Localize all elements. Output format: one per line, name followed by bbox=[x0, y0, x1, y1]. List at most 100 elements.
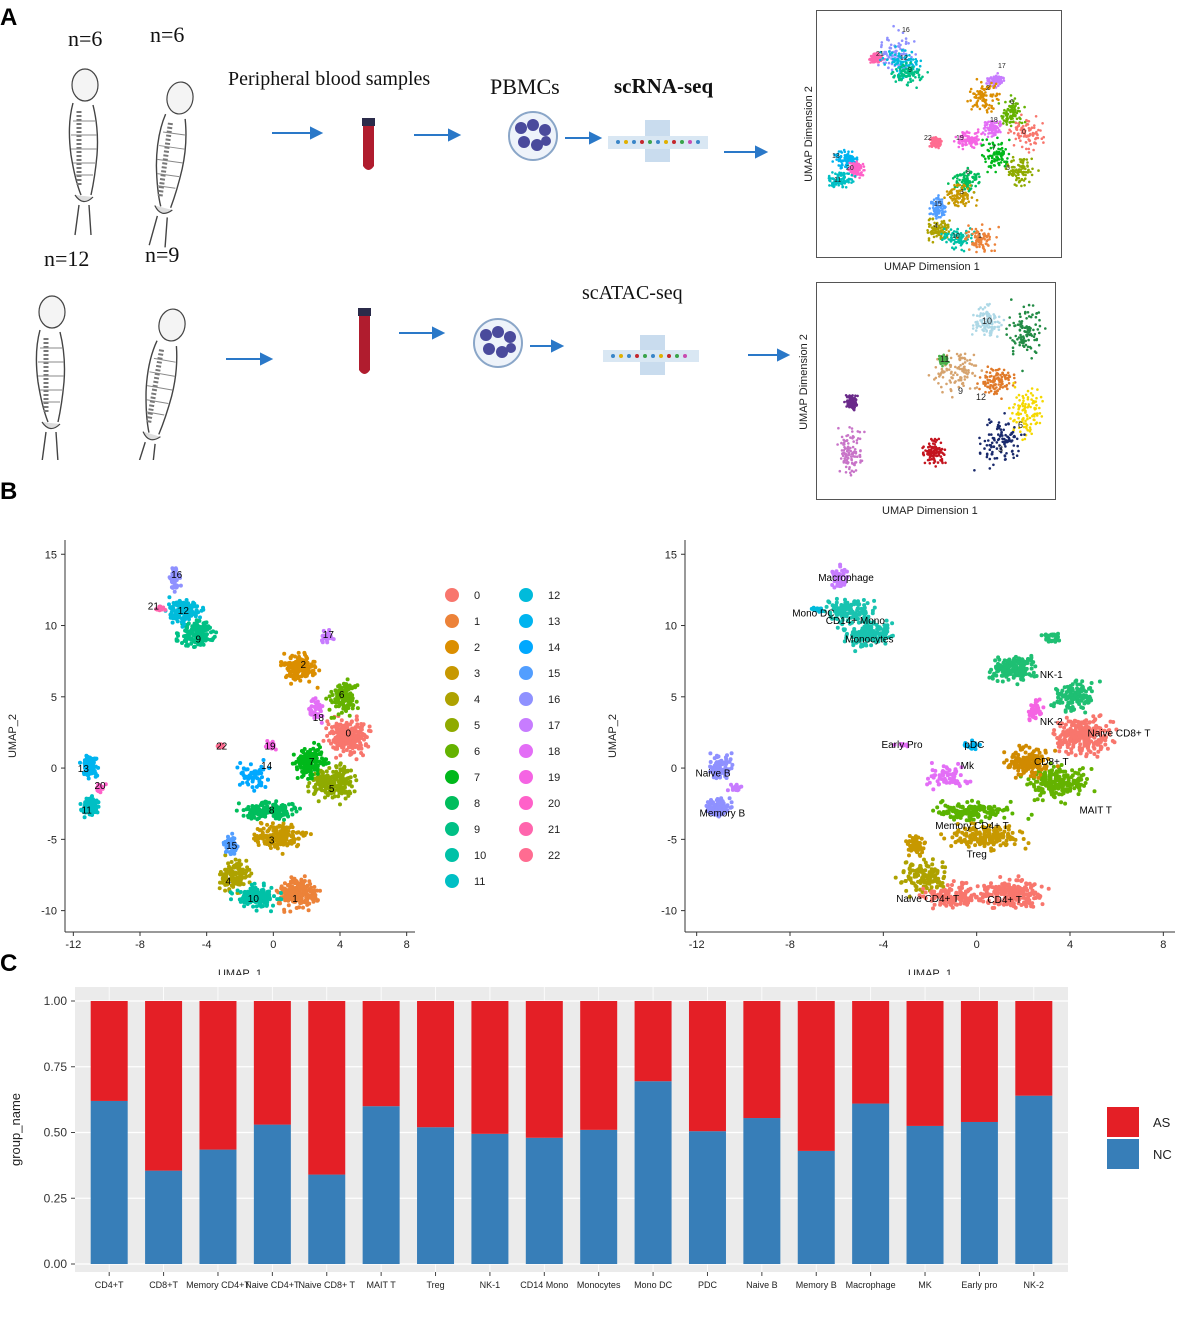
mini-umap-atac-point bbox=[990, 374, 993, 378]
mini-umap-rna-point bbox=[876, 58, 879, 61]
mini-umap-rna-point bbox=[976, 90, 979, 93]
mini-umap-atac-point bbox=[991, 329, 994, 332]
umap-left-point bbox=[218, 870, 223, 874]
mini-umap-atac-point bbox=[970, 363, 974, 366]
mini-umap-rna-point bbox=[1024, 167, 1027, 171]
umap-left-point bbox=[209, 630, 213, 635]
umap-left-xlabel: UMAP_1 bbox=[218, 968, 262, 975]
mini-umap-atac-point bbox=[947, 360, 950, 364]
mini-umap-atac-point bbox=[1028, 416, 1032, 420]
umap-left-point bbox=[252, 815, 257, 820]
mini-umap-atac-point bbox=[978, 314, 982, 318]
umap-left-point bbox=[354, 717, 359, 722]
mini-umap-rna-point bbox=[900, 39, 904, 42]
mini-umap-rna-label: 12 bbox=[900, 55, 908, 62]
mini-umap-rna-point bbox=[976, 239, 979, 242]
umap-left-point bbox=[346, 693, 351, 698]
mini-umap-rna-point bbox=[958, 189, 962, 193]
mini-umap-atac-point bbox=[954, 365, 957, 369]
mini-umap-rna-point bbox=[997, 225, 1000, 229]
mini-umap-rna-point bbox=[1027, 151, 1031, 154]
mini-umap-rna-point bbox=[856, 167, 859, 171]
mini-umap-atac-point bbox=[849, 436, 852, 439]
mini-umap-atac-point bbox=[996, 372, 1000, 376]
umap-left-point bbox=[277, 806, 282, 810]
mini-umap-rna-point bbox=[999, 130, 1002, 134]
umap-left-point bbox=[291, 752, 296, 757]
mini-umap-atac-point bbox=[993, 320, 997, 324]
n-label-row1-1: n=6 bbox=[68, 26, 103, 51]
umap-left-point bbox=[295, 776, 300, 780]
mini-umap-rna-point bbox=[894, 63, 897, 66]
mini-umap-atac-point bbox=[1030, 334, 1034, 337]
mini-umap-rna-point bbox=[1030, 173, 1034, 177]
mini-umap-atac-point bbox=[1022, 396, 1025, 400]
umap-left-point bbox=[237, 882, 242, 887]
mini-umap-rna-point bbox=[855, 160, 858, 163]
mini-umap-rna-point bbox=[976, 138, 980, 142]
mini-umap-rna-point bbox=[985, 94, 988, 97]
mini-umap-rna-point bbox=[995, 130, 998, 133]
umap-left-point bbox=[223, 853, 228, 858]
mini-umap-rna-point bbox=[994, 94, 997, 98]
mini-umap-atac-point bbox=[843, 445, 846, 449]
mini-umap-atac-point bbox=[995, 447, 999, 450]
mini-umap-atac-point bbox=[1018, 404, 1022, 408]
umap-left-point bbox=[302, 758, 307, 763]
mini-umap-rna-point bbox=[941, 209, 944, 212]
mini-umap-atac-point bbox=[1029, 428, 1032, 431]
mini-umap-atac-point bbox=[973, 374, 977, 378]
mini-umap-atac-point bbox=[1023, 433, 1026, 436]
mini-umap-atac-point bbox=[1038, 331, 1041, 335]
mini-umap-rna-point bbox=[985, 109, 989, 112]
mini-umap-rna-point bbox=[1023, 105, 1026, 109]
mini-umap-rna-point bbox=[939, 226, 942, 230]
mini-umap-rna-point bbox=[1007, 173, 1011, 177]
umap-left-point bbox=[350, 693, 355, 698]
mini-umap-rna-point bbox=[871, 61, 875, 64]
mini-umap-atac-point bbox=[966, 375, 969, 379]
mini-umap-atac-point bbox=[1018, 399, 1021, 402]
mini-umap-rna-point bbox=[954, 203, 957, 207]
mini-umap-rna-point bbox=[954, 200, 957, 204]
umap-left-point bbox=[262, 811, 267, 816]
mini-umap-atac-point bbox=[997, 421, 1001, 424]
umap-left-point bbox=[350, 746, 355, 751]
mini-umap-rna-point bbox=[911, 79, 915, 82]
mini-umap-rna-point bbox=[1019, 128, 1023, 132]
mini-umap-rna-point bbox=[1032, 126, 1036, 130]
mini-umap-rna-point bbox=[900, 78, 903, 82]
mini-umap-atac-point bbox=[1012, 406, 1015, 409]
n-label-row1-2: n=6 bbox=[150, 22, 185, 47]
mini-umap-atac-point bbox=[1000, 433, 1003, 436]
mini-umap-atac-point bbox=[949, 388, 953, 392]
mini-umap-rna-point bbox=[848, 161, 851, 165]
mini-umap-rna-point bbox=[1019, 117, 1022, 121]
mini-umap-atac-point bbox=[997, 437, 1001, 441]
mini-umap-rna-point bbox=[937, 201, 940, 204]
mini-umap-atac-point bbox=[1000, 323, 1003, 327]
mini-umap-rna-point bbox=[886, 54, 889, 57]
umap-left-point bbox=[283, 831, 288, 836]
mini-umap-rna-point bbox=[951, 177, 955, 180]
mini-umap-atac-point bbox=[934, 366, 938, 369]
umap-left-point bbox=[364, 742, 368, 747]
mini-umap-rna-point bbox=[858, 176, 861, 180]
mini-umap-rna-point bbox=[1029, 170, 1032, 174]
mini-umap-rna-point bbox=[976, 130, 980, 134]
umap-left-point bbox=[303, 898, 308, 903]
umap-left-point bbox=[241, 808, 246, 813]
mini-umap-atac-point bbox=[1023, 312, 1027, 315]
mini-umap-rna-point bbox=[1015, 128, 1019, 131]
umap-left-point bbox=[298, 892, 303, 897]
mini-umap-rna-point bbox=[975, 244, 978, 248]
mini-umap-atac-point bbox=[850, 396, 853, 399]
umap-left-point bbox=[272, 842, 277, 847]
mini-umap-rna-label: 4 bbox=[934, 223, 938, 230]
mini-umap-atac-point bbox=[984, 390, 987, 394]
mini-umap-atac-point bbox=[859, 461, 862, 464]
umap-left-point bbox=[336, 773, 341, 778]
umap-left-point bbox=[283, 661, 287, 666]
mini-umap-rna-point bbox=[940, 198, 944, 201]
